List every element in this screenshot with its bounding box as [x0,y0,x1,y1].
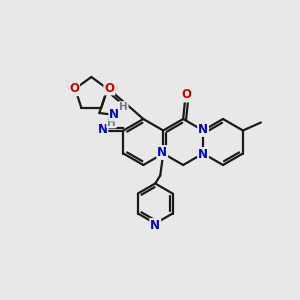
Text: N: N [198,123,208,136]
Text: O: O [69,82,79,95]
Text: O: O [181,88,191,101]
Text: N: N [198,148,208,161]
Text: N: N [150,219,160,232]
Text: H: H [119,102,128,112]
Text: O: O [104,82,114,94]
Text: N: N [157,146,167,159]
Text: N: N [109,107,119,121]
Text: H: H [107,118,116,128]
Text: N: N [98,123,107,136]
